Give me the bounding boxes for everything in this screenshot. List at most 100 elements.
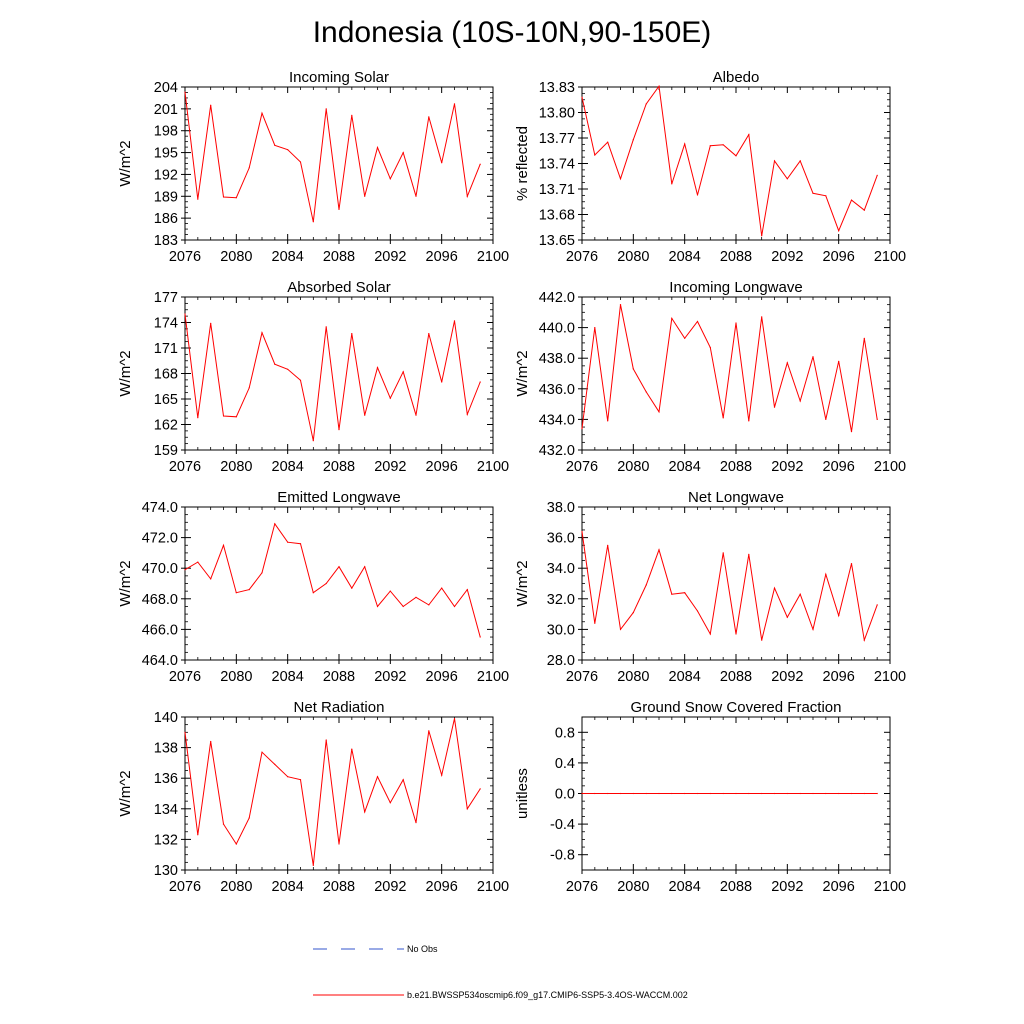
data-point [415, 596, 417, 598]
x-tick-label: 2088 [323, 879, 355, 895]
data-point [786, 362, 788, 364]
data-point [338, 566, 340, 568]
y-tick-label: 130 [154, 863, 178, 879]
data-point [735, 322, 737, 324]
y-tick-label: 468.0 [142, 592, 178, 608]
data-point [415, 822, 417, 824]
y-tick-label: 470.0 [142, 561, 178, 577]
data-point [696, 194, 699, 196]
y-tick-label: 432.0 [539, 443, 575, 459]
x-tick-label: 2084 [272, 459, 304, 475]
data-point [197, 834, 199, 836]
data-point [671, 792, 673, 795]
data-point [415, 414, 417, 416]
x-tick-label: 2100 [477, 249, 509, 265]
data-point [671, 183, 673, 185]
data-point [838, 360, 840, 362]
data-point [261, 572, 263, 574]
x-tick-label: 2092 [771, 669, 803, 685]
series-line [581, 304, 878, 432]
x-tick-label: 2096 [823, 249, 855, 265]
data-point [479, 381, 481, 383]
x-tick-label: 2100 [477, 459, 509, 475]
y-tick-label: 13.71 [539, 182, 575, 198]
data-point [376, 367, 379, 369]
data-point [479, 163, 481, 165]
x-tick-label: 2084 [669, 879, 701, 895]
x-tick-label: 2076 [169, 249, 201, 265]
data-point [773, 160, 776, 162]
data-point [210, 578, 212, 580]
y-tick-label: 13.80 [539, 106, 575, 122]
y-tick-label: -0.4 [550, 817, 575, 833]
x-tick-label: 2076 [169, 669, 201, 685]
x-tick-label: 2092 [374, 459, 406, 475]
x-tick-label: 2080 [220, 249, 252, 265]
x-tick-label: 2092 [771, 879, 803, 895]
data-point [671, 317, 673, 319]
data-point [581, 96, 583, 98]
data-point [850, 199, 853, 201]
data-point [825, 418, 827, 420]
x-tick-label: 2088 [720, 669, 752, 685]
data-point [799, 593, 801, 595]
data-point [248, 589, 250, 591]
y-tick-label: 171 [154, 341, 178, 357]
y-axis-label: W/m^2 [117, 560, 134, 606]
data-point [684, 792, 686, 795]
series-line [184, 313, 481, 441]
x-tick-label: 2084 [669, 249, 701, 265]
y-tick-label: 183 [154, 233, 178, 249]
data-point [441, 381, 443, 383]
data-point [709, 792, 711, 795]
data-point [619, 304, 622, 306]
data-point [709, 633, 711, 635]
x-tick-label: 2088 [720, 249, 752, 265]
x-tick-label: 2076 [566, 249, 598, 265]
data-point [389, 178, 391, 180]
data-point [645, 584, 647, 586]
data-point [850, 563, 853, 565]
data-point [235, 843, 237, 845]
series-line [184, 718, 481, 866]
data-point [773, 406, 776, 408]
data-point [428, 730, 430, 732]
data-point [197, 417, 199, 419]
y-tick-label: 140 [154, 710, 178, 726]
x-tick-label: 2096 [823, 459, 855, 475]
plot-frame [184, 716, 494, 871]
data-point [594, 327, 596, 329]
series-line [581, 84, 878, 236]
data-point [248, 167, 250, 169]
data-point [287, 368, 289, 370]
data-point [479, 788, 481, 790]
data-point [376, 776, 379, 778]
y-tick-label: 0.8 [555, 725, 575, 741]
panels-group: Incoming Solar W/m^2 2076 2080 2084 2088 2092 2… [117, 69, 906, 895]
y-tick-label: 34.0 [547, 561, 575, 577]
x-tick-label: 2100 [874, 669, 906, 685]
data-point [722, 144, 724, 146]
data-point [222, 544, 225, 546]
y-tick-label: 13.77 [539, 131, 575, 147]
data-point [274, 523, 276, 525]
data-point [184, 313, 186, 315]
data-point [389, 590, 391, 592]
data-point [735, 155, 737, 157]
x-tick-label: 2088 [323, 459, 355, 475]
data-point [799, 792, 801, 795]
x-tick-label: 2092 [374, 879, 406, 895]
x-tick-label: 2100 [874, 879, 906, 895]
x-tick-label: 2096 [426, 879, 458, 895]
data-point [287, 776, 289, 778]
y-tick-label: 32.0 [547, 592, 575, 608]
x-tick-label: 2088 [720, 459, 752, 475]
y-tick-label: 174 [154, 316, 178, 332]
data-point [581, 530, 583, 533]
data-point [607, 792, 609, 795]
data-point [453, 605, 456, 608]
data-point [274, 144, 276, 146]
x-tick-label: 2076 [566, 879, 598, 895]
data-point [709, 145, 711, 147]
